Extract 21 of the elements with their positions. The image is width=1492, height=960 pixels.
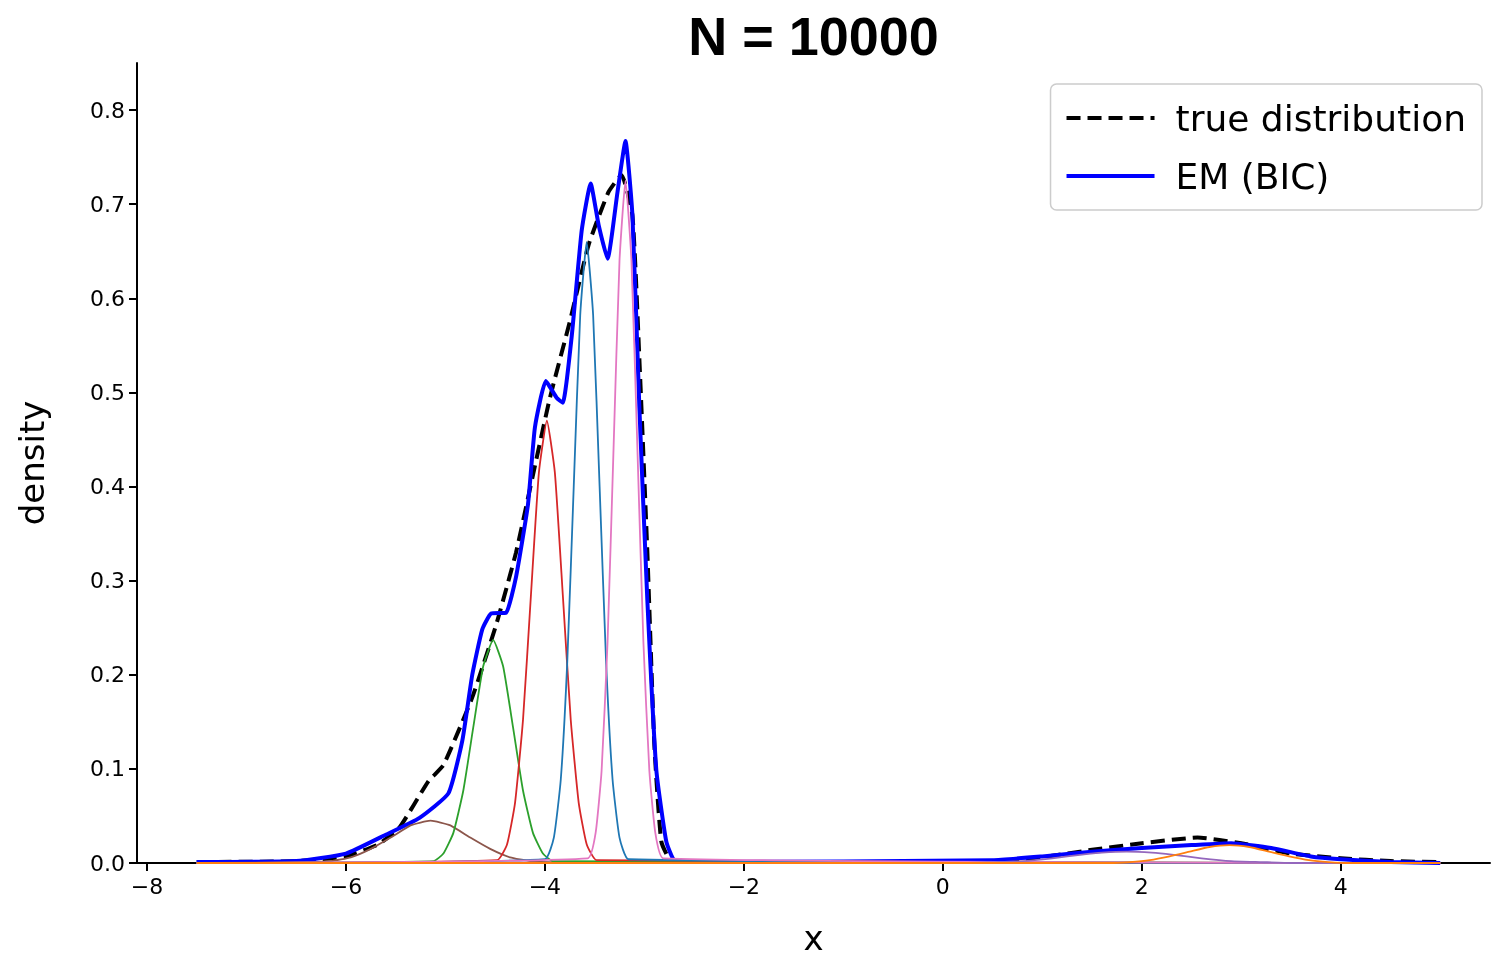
x-tick-label: −4 (528, 873, 562, 899)
x-tick-label: 2 (1134, 873, 1149, 899)
x-tick-label: 4 (1333, 873, 1348, 899)
chart-title: N = 10000 (688, 6, 939, 66)
x-tick-label: −8 (130, 873, 164, 899)
x-tick-label: 0 (935, 873, 950, 899)
y-tick-label: 0.0 (90, 850, 125, 876)
x-tick-label: −6 (329, 873, 363, 899)
y-tick-label: 0.7 (90, 191, 125, 217)
x-tick-label: −2 (727, 873, 761, 899)
y-tick-label: 0.6 (90, 285, 125, 311)
y-tick-label: 0.1 (90, 756, 125, 782)
legend-label: EM (BIC) (1175, 155, 1330, 197)
y-tick-label: 0.5 (90, 379, 125, 405)
y-axis-title: density (12, 400, 52, 526)
y-tick-label: 0.4 (90, 474, 125, 500)
legend-label: true distribution (1175, 97, 1467, 139)
y-tick-label: 0.2 (90, 662, 125, 688)
y-tick-label: 0.3 (90, 568, 125, 594)
y-tick-label: 0.8 (90, 97, 125, 123)
x-axis-title: x (803, 918, 824, 958)
